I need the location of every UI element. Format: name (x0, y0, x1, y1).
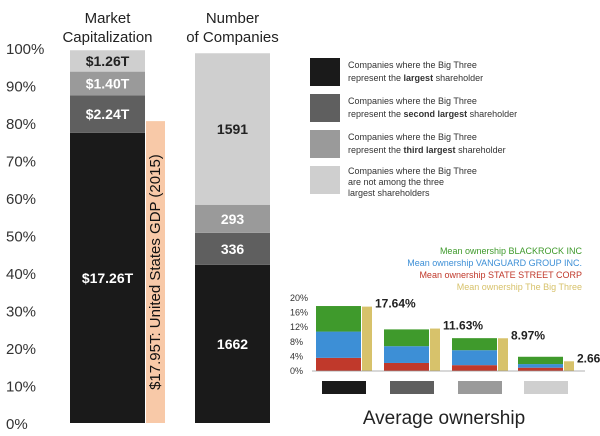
bar-segment (195, 264, 270, 423)
ownership-bar-segment (518, 356, 563, 365)
category-swatch (390, 381, 434, 394)
ownership-bar-segment (316, 331, 361, 358)
column-header: Number (206, 10, 259, 27)
legend-swatch (310, 58, 340, 86)
ownership-legend-entry: Mean ownership STATE STREET CORP (419, 270, 582, 280)
segment-label: 336 (221, 241, 245, 257)
segment-label: $1.26T (86, 53, 130, 69)
ownership-bar-segment (452, 338, 497, 351)
ownership-y-tick: 16% (290, 308, 308, 318)
category-swatch (458, 381, 502, 394)
legend-text: are not among the three (348, 177, 444, 187)
ownership-title: Average ownership (363, 408, 525, 429)
bar-segment (70, 132, 145, 423)
legend-text: Companies where the Big Three (348, 96, 477, 106)
y-tick-label: 40% (6, 266, 36, 283)
bar-segment (70, 50, 145, 72)
ownership-y-tick: 12% (290, 322, 308, 332)
big-three-total-label: 2.66% (577, 351, 600, 365)
legend-text: represent the largest shareholder (348, 73, 483, 83)
ownership-bar-segment (518, 364, 563, 368)
ownership-y-tick: 8% (290, 337, 303, 347)
segment-label: 1662 (217, 336, 248, 352)
legend-swatch (310, 94, 340, 122)
ownership-bar-segment (316, 306, 361, 332)
y-tick-label: 20% (6, 341, 36, 358)
segment-label: 293 (221, 211, 245, 227)
bar-segment (70, 71, 145, 96)
big-three-total-label: 8.97% (511, 328, 545, 342)
legend-swatch (310, 130, 340, 158)
ownership-bar-segment (316, 357, 361, 371)
y-tick-label: 100% (6, 41, 44, 58)
legend-text: Companies where the Big Three (348, 132, 477, 142)
y-tick-label: 90% (6, 79, 36, 96)
ownership-legend-entry: Mean ownership BLACKROCK INC (440, 246, 583, 256)
big-three-total-label: 11.63% (443, 319, 483, 333)
ownership-y-tick: 4% (290, 351, 303, 361)
category-swatch (322, 381, 366, 394)
column-header: of Companies (186, 29, 279, 46)
ownership-bar-segment (384, 346, 429, 363)
bar-segment (195, 53, 270, 205)
segment-label: 1591 (217, 121, 248, 137)
y-tick-label: 10% (6, 379, 36, 396)
legend-text: Companies where the Big Three (348, 60, 477, 70)
legend-swatch (310, 166, 340, 194)
y-tick-label: 60% (6, 191, 36, 208)
big-three-total-bar (498, 338, 508, 371)
big-three-total-bar (362, 306, 372, 371)
segment-label: $2.24T (86, 106, 130, 122)
ownership-legend-entry: Mean ownership VANGUARD GROUP INC. (407, 258, 582, 268)
ownership-bar-segment (452, 350, 497, 366)
y-tick-label: 70% (6, 154, 36, 171)
segment-label: $17.26T (82, 270, 134, 286)
reference-label: $17.95T: United States GDP (2015) (147, 154, 164, 390)
bar-segment (70, 95, 145, 133)
ownership-y-tick: 20% (290, 293, 308, 303)
legend-text: largest shareholders (348, 188, 430, 198)
bar-segment (195, 232, 270, 265)
segment-label: $1.40T (86, 75, 130, 91)
ownership-y-tick: 0% (290, 366, 303, 376)
big-three-total-bar (430, 328, 440, 371)
column-header: Market (85, 10, 132, 27)
ownership-bar-segment (384, 362, 429, 371)
ownership-bar-segment (452, 365, 497, 371)
legend-text: Companies where the Big Three (348, 166, 477, 176)
big-three-total-bar (564, 361, 574, 371)
bar-segment (195, 204, 270, 233)
reference-bar (146, 121, 165, 423)
y-tick-label: 30% (6, 304, 36, 321)
category-swatch (524, 381, 568, 394)
ownership-legend-entry: Mean ownership The Big Three (457, 282, 582, 292)
big-three-total-label: 17.64% (375, 297, 416, 311)
ownership-bar-segment (518, 367, 563, 371)
y-tick-label: 50% (6, 229, 36, 246)
y-tick-label: 0% (6, 416, 28, 433)
ownership-bar-segment (384, 329, 429, 347)
column-header: Capitalization (62, 29, 152, 46)
legend-text: represent the third largest shareholder (348, 145, 506, 155)
y-tick-label: 80% (6, 116, 36, 133)
legend-text: represent the second largest shareholder (348, 109, 517, 119)
